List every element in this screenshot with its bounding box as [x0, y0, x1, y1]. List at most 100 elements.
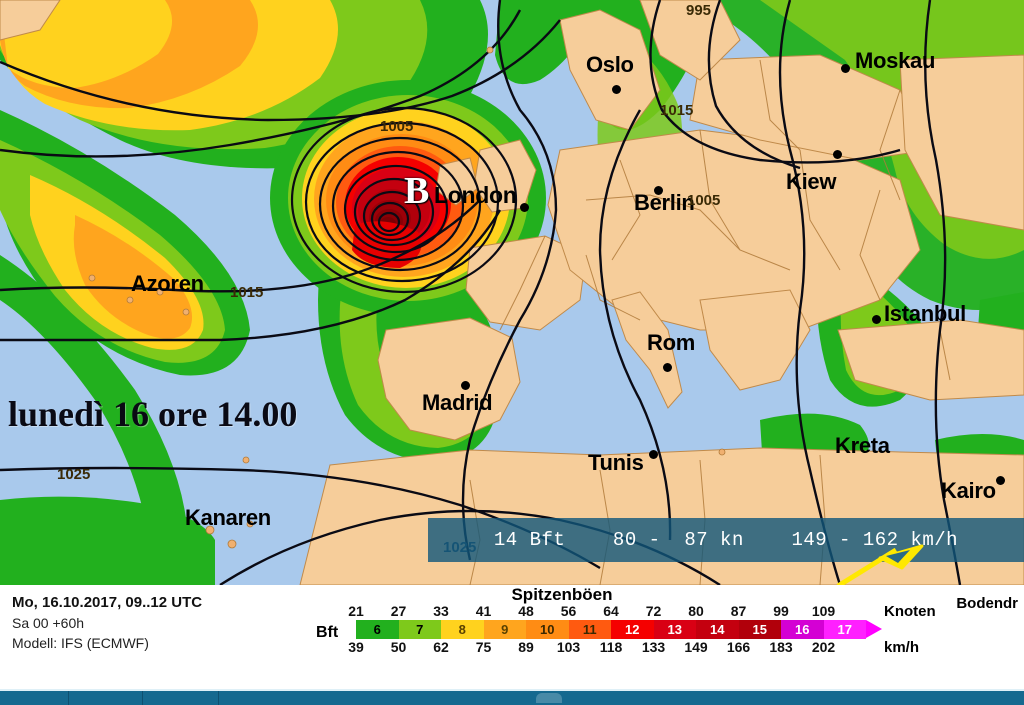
city-label-kairo: Kairo — [941, 478, 996, 503]
scale-cell-bft-17[interactable]: 17 — [823, 620, 866, 639]
scale-cell-bft-11[interactable]: 11 — [568, 620, 611, 639]
scale-kmh-13: 133 — [641, 639, 666, 655]
city-label-moskau: Moskau — [855, 48, 936, 73]
scale-kmh-11: 103 — [556, 639, 581, 655]
scale-knots-13: 72 — [645, 603, 662, 619]
scale-kmh-8: 62 — [433, 639, 449, 655]
scale-cell-bft-14[interactable]: 14 — [696, 620, 739, 639]
taskbar-segment-3[interactable] — [142, 691, 219, 705]
browser-taskbar[interactable] — [0, 691, 1024, 705]
scale-unit-knots: Knoten — [884, 603, 936, 620]
isobar-label-1025-a: 1025 — [57, 466, 91, 483]
scale-kmh-14: 149 — [684, 639, 708, 655]
city-dot-kairo — [996, 476, 1005, 485]
tooltip-kmh: 149 - 162 km/h — [791, 529, 959, 551]
scale-kmh-row: 39 50 62 75 89 103 118 133 149 166 183 202 km/h — [316, 639, 919, 656]
islands — [88, 46, 726, 549]
city-label-kiew: Kiew — [786, 169, 837, 194]
scale-knots-11: 56 — [560, 603, 577, 619]
scale-knots-7: 27 — [390, 603, 407, 619]
taskbar-segment-1[interactable] — [0, 691, 69, 705]
scale-knots-row: 21 27 33 41 48 56 64 72 80 87 99 109 Knoten — [316, 603, 935, 620]
forecast-timestamp: Mo, 16.10.2017, 09..12 UTC — [12, 594, 203, 611]
city-dot-kiew — [833, 150, 842, 159]
tooltip-spacer-1 — [565, 529, 613, 551]
tooltip-spacer-2 — [744, 529, 792, 551]
taskbar-segment-4[interactable] — [218, 691, 1024, 705]
gust-value-tooltip: 14 Bft 80 - 87 kn 149 - 162 km/h — [428, 518, 1024, 562]
city-label-berlin: Berlin — [634, 190, 695, 215]
city-label-oslo: Oslo — [586, 52, 634, 77]
scale-kmh-10: 89 — [518, 639, 534, 655]
city-dot-oslo — [612, 85, 621, 94]
city-label-madrid: Madrid — [422, 390, 493, 415]
city-label-kreta: Kreta — [835, 433, 890, 458]
taskbar-center-handle[interactable] — [536, 693, 562, 703]
weather-map[interactable]: B Oslo Moskau Kiew Berlin London Rom Ist… — [0, 0, 1024, 585]
scale-cell-bft-15[interactable]: 15 — [738, 620, 781, 639]
scale-kmh-15: 166 — [726, 639, 751, 655]
map-canvas — [0, 0, 1024, 585]
scale-cell-bft-9[interactable]: 9 — [483, 620, 526, 639]
region-label-azoren: Azoren — [131, 271, 204, 296]
forecast-model: Modell: IFS (ECMWF) — [12, 635, 149, 651]
low-pressure-marker: B — [404, 170, 430, 212]
scale-knots-16: 99 — [773, 603, 789, 619]
isobar-label-1005-a: 1005 — [380, 118, 414, 135]
tooltip-knots: 80 - 87 kn — [612, 529, 744, 551]
scale-cell-bft-10[interactable]: 10 — [526, 620, 569, 639]
scale-knots-6: 21 — [348, 603, 364, 619]
city-label-tunis: Tunis — [588, 450, 644, 475]
scale-knots-14: 80 — [688, 603, 704, 619]
taskbar-segment-2[interactable] — [68, 691, 143, 705]
scale-kmh-12: 118 — [599, 639, 623, 655]
city-dot-tunis — [649, 450, 658, 459]
isobar-label-1015-a: 1015 — [660, 102, 694, 119]
city-dot-berlin — [654, 186, 663, 195]
scale-knots-8: 33 — [433, 603, 449, 619]
scale-color-bar[interactable]: 6 7 8 9 10 11 12 13 14 15 16 17 — [356, 620, 882, 639]
chart-title-row: Spitzenböen — [0, 585, 1024, 605]
scale-kmh-17: 202 — [811, 639, 836, 655]
page-whitespace — [0, 677, 1024, 691]
scale-kmh-6: 39 — [348, 639, 364, 655]
isobar-label-1005-b: 1005 — [687, 192, 721, 209]
isobar-label-1015-b: 1015 — [230, 284, 264, 301]
city-dot-moskau — [841, 64, 850, 73]
model-info-block: Mo, 16.10.2017, 09..12 UTC Sa 00 +60h Mo… — [12, 593, 202, 653]
chart-title: Spitzenböen — [511, 585, 613, 604]
city-dot-rom — [663, 363, 672, 372]
city-dot-istanbul — [872, 315, 881, 324]
scale-cell-bft-13[interactable]: 13 — [653, 620, 696, 639]
scale-cell-bft-7[interactable]: 7 — [398, 620, 441, 639]
cyclone-isobars — [290, 106, 518, 294]
tooltip-bft: 14 Bft — [493, 529, 566, 551]
scale-cell-bft-16[interactable]: 16 — [781, 620, 824, 639]
city-label-rom: Rom — [647, 330, 695, 355]
hairline-divider — [0, 689, 1024, 691]
scale-cell-bft-8[interactable]: 8 — [441, 620, 484, 639]
scale-unit-kmh: km/h — [884, 639, 920, 656]
cyclone-core — [270, 80, 546, 316]
scale-cell-bft-6[interactable]: 6 — [356, 620, 399, 639]
scale-cell-bft-12[interactable]: 12 — [611, 620, 654, 639]
isobar-label-995: 995 — [686, 2, 712, 19]
city-label-london: London — [434, 182, 517, 208]
scale-bft-label: Bft — [316, 624, 339, 641]
city-dot-madrid — [461, 381, 470, 390]
bodendruck-label: Bodendr — [956, 595, 1018, 612]
scale-kmh-9: 75 — [475, 639, 492, 655]
scale-overflow-tip — [866, 620, 882, 638]
italian-date-caption: lunedì 16 ore 14.00 — [8, 394, 298, 434]
scale-knots-10: 48 — [518, 603, 534, 619]
scale-knots-12: 64 — [603, 603, 619, 619]
region-label-kanaren: Kanaren — [185, 505, 271, 530]
scale-knots-15: 87 — [730, 603, 747, 619]
scale-knots-17: 109 — [811, 603, 836, 619]
map-footer: Spitzenböen Bodendr Mo, 16.10.2017, 09..… — [0, 585, 1024, 678]
city-dot-london — [520, 203, 529, 212]
isobar-lines — [0, 0, 962, 585]
scale-knots-9: 41 — [475, 603, 492, 619]
